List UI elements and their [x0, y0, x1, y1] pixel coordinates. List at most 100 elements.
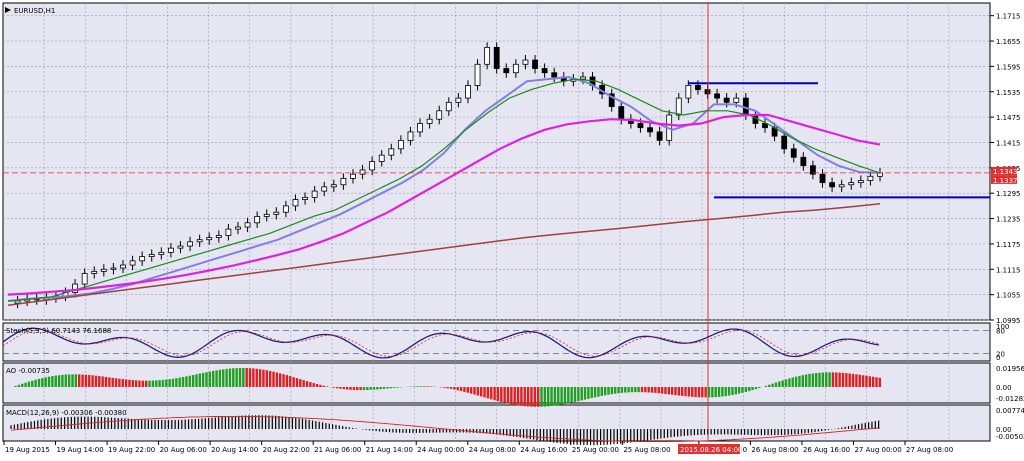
- ao-bar: [336, 387, 338, 388]
- ao-bar: [105, 377, 107, 387]
- ao-bar: [849, 373, 851, 387]
- candle: [676, 98, 681, 115]
- ao-bar: [155, 380, 157, 387]
- ao-bar: [179, 378, 181, 387]
- ao-bar: [467, 387, 469, 393]
- candle: [791, 149, 796, 157]
- ao-bar: [765, 386, 767, 387]
- ao-bar: [125, 379, 127, 387]
- ao-bar: [530, 387, 532, 407]
- ao-bar: [688, 387, 690, 397]
- ao-bar: [450, 387, 452, 389]
- ao-bar: [865, 376, 867, 387]
- candle: [648, 128, 653, 132]
- stoch-tick-label: 0: [996, 354, 1000, 362]
- ao-bar: [795, 377, 797, 387]
- ao-bar: [81, 375, 83, 387]
- ao-bar: [822, 373, 824, 387]
- candle: [274, 212, 279, 214]
- ao-bar: [259, 369, 261, 387]
- candle: [533, 60, 538, 68]
- ao-bar: [185, 376, 187, 387]
- ao-bar: [859, 375, 861, 387]
- ao-label: AO -0.00735: [6, 367, 50, 375]
- ao-bar: [792, 378, 794, 387]
- ao-bar: [219, 370, 221, 387]
- ao-bar: [457, 387, 459, 390]
- ao-bar: [393, 387, 395, 388]
- time-label: 21 Aug 06:00: [314, 446, 361, 454]
- candle: [456, 98, 461, 102]
- ao-bar: [718, 387, 720, 397]
- ao-bar: [262, 370, 264, 387]
- ao-bar: [668, 387, 670, 394]
- ao-bar: [838, 373, 840, 387]
- ao-bar: [98, 376, 100, 387]
- ao-bar: [567, 387, 569, 403]
- candle: [293, 200, 298, 206]
- ao-tick-label: 0.01956: [996, 365, 1024, 373]
- macd-label: MACD(12,26,9) -0.00306 -0.00380: [6, 409, 127, 417]
- ao-bar: [58, 375, 60, 387]
- ao-bar: [704, 387, 706, 397]
- price-tick-label: 1.1655: [996, 38, 1021, 46]
- ao-bar: [380, 387, 382, 389]
- candle: [207, 238, 212, 240]
- ao-bar: [768, 385, 770, 387]
- ao-bar: [326, 386, 328, 387]
- ao-bar: [778, 381, 780, 387]
- ao-bar: [349, 387, 351, 390]
- ao-bar: [577, 387, 579, 401]
- ao-bar: [487, 387, 489, 398]
- ao-bar: [534, 387, 536, 407]
- ao-bar: [503, 387, 505, 403]
- ao-bar: [48, 377, 50, 387]
- ao-bar: [798, 376, 800, 387]
- time-label: 24 Aug 08:00: [469, 446, 516, 454]
- ao-bar: [524, 387, 526, 406]
- stoch-tick-label: 80: [996, 328, 1005, 336]
- ao-bar: [721, 387, 723, 397]
- candle: [437, 111, 442, 119]
- current-price-label: 1.1343: [993, 168, 1018, 176]
- ao-bar: [570, 387, 572, 403]
- time-label: 19 Aug 2015: [5, 446, 50, 454]
- ao-bar: [71, 374, 73, 387]
- ao-bar: [581, 387, 583, 400]
- ao-bar: [302, 380, 304, 387]
- ao-bar: [279, 373, 281, 387]
- ao-bar: [490, 387, 492, 399]
- candle: [101, 269, 106, 271]
- candle: [303, 197, 308, 199]
- ao-bar: [14, 386, 16, 387]
- ao-bar: [745, 387, 747, 392]
- ao-bar: [564, 387, 566, 404]
- price-tick-label: 1.1715: [996, 13, 1021, 21]
- candle: [715, 94, 720, 98]
- ao-bar: [316, 384, 318, 387]
- candle: [82, 274, 87, 285]
- ao-bar: [246, 368, 248, 387]
- ao-bar: [396, 387, 398, 388]
- ao-bar: [38, 379, 40, 387]
- ao-bar: [85, 375, 87, 387]
- candle: [197, 240, 202, 242]
- ao-bar: [292, 377, 294, 387]
- time-label: 20 Aug 14:00: [211, 446, 258, 454]
- candle: [92, 271, 97, 273]
- ao-bar: [517, 387, 519, 405]
- ao-bar: [28, 382, 30, 387]
- candle: [188, 242, 193, 246]
- second-price-label: 1.1337: [993, 177, 1018, 185]
- ao-bar: [222, 369, 224, 387]
- ao-bar: [269, 371, 271, 387]
- ao-bar: [276, 372, 278, 387]
- ao-bar: [142, 381, 144, 387]
- candle: [782, 136, 787, 149]
- time-label: 24 Aug 16:00: [520, 446, 567, 454]
- price-tick-label: 1.1175: [996, 241, 1021, 249]
- candle: [312, 191, 317, 197]
- ao-bar: [648, 387, 650, 392]
